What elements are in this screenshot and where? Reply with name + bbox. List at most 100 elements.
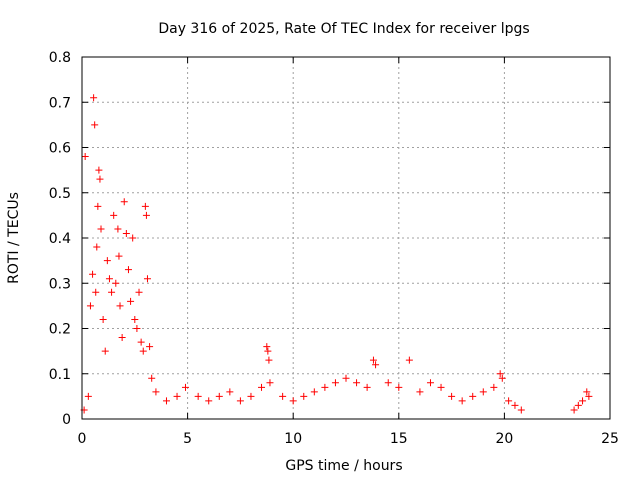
data-point (99, 315, 107, 323)
data-point (426, 379, 434, 387)
data-point (331, 379, 339, 387)
data-point (108, 288, 116, 296)
data-point (263, 343, 271, 351)
data-point (141, 202, 149, 210)
data-point (247, 392, 255, 400)
data-point (372, 361, 380, 369)
data-point (353, 379, 361, 387)
data-point (310, 388, 318, 396)
data-point (81, 153, 89, 161)
data-point (90, 94, 98, 102)
data-point (458, 397, 466, 405)
data-point (416, 388, 424, 396)
data-point (103, 257, 111, 265)
y-tick-label: 0.7 (49, 95, 71, 111)
data-point (266, 379, 274, 387)
data-point (115, 252, 123, 260)
data-point (146, 343, 154, 351)
data-point (215, 392, 223, 400)
x-tick-label: 15 (390, 431, 408, 447)
x-tick-label: 25 (601, 431, 619, 447)
data-point (583, 388, 591, 396)
data-point (258, 383, 266, 391)
data-point (384, 379, 392, 387)
data-point (91, 121, 99, 129)
data-point (194, 392, 202, 400)
data-point (479, 388, 487, 396)
data-point (300, 392, 308, 400)
data-point (511, 401, 519, 409)
data-point (101, 347, 109, 355)
data-point (143, 275, 151, 283)
data-point (205, 397, 213, 405)
data-point (265, 356, 273, 364)
data-point (105, 275, 113, 283)
y-tick-label: 0 (62, 412, 71, 428)
data-point (116, 302, 124, 310)
data-point (279, 392, 287, 400)
tick-labels: 0 5 10 15 20 25 0 0.1 0.2 0.3 0.4 0.5 0.6 0.7 0.8 (49, 50, 619, 447)
data-point (142, 211, 150, 219)
data-point (86, 302, 94, 310)
data-point (92, 288, 100, 296)
data-point (139, 347, 147, 355)
data-point (517, 406, 525, 414)
data-point (496, 370, 504, 378)
y-tick-label: 0.3 (49, 276, 71, 292)
data-point (114, 225, 122, 233)
data-point (124, 266, 132, 274)
data-point (363, 383, 371, 391)
x-tick-label: 20 (495, 431, 513, 447)
data-point (469, 392, 477, 400)
data-point (574, 401, 582, 409)
y-tick-label: 0.6 (49, 141, 71, 157)
y-tick-label: 0.5 (49, 186, 71, 202)
data-points (80, 94, 593, 414)
data-point (110, 211, 118, 219)
data-point (570, 406, 578, 414)
data-point (226, 388, 234, 396)
data-point (131, 315, 139, 323)
data-point (127, 297, 135, 305)
data-point (405, 356, 413, 364)
data-point (112, 279, 120, 287)
data-point (96, 175, 104, 183)
data-point (152, 388, 160, 396)
data-point (173, 392, 181, 400)
x-axis-label: GPS time / hours (285, 458, 402, 474)
data-point (181, 383, 189, 391)
x-tick-label: 10 (284, 431, 302, 447)
data-point (120, 198, 128, 206)
data-point (133, 325, 141, 332)
data-point (94, 202, 102, 210)
data-point (137, 338, 145, 346)
data-point (162, 397, 170, 405)
data-point (89, 270, 97, 278)
data-point (585, 392, 593, 400)
x-tick-label: 5 (183, 431, 192, 447)
data-point (97, 225, 105, 233)
data-point (95, 166, 103, 174)
y-tick-label: 0.1 (49, 367, 71, 383)
data-point (490, 383, 498, 391)
grid (82, 57, 610, 419)
data-point (93, 243, 101, 251)
data-point (148, 374, 156, 382)
y-tick-label: 0.4 (49, 231, 71, 247)
axes (81, 56, 611, 420)
data-point (395, 383, 403, 391)
data-point (236, 397, 244, 405)
data-point (498, 374, 506, 382)
data-point (289, 397, 297, 405)
data-point (505, 397, 513, 405)
y-tick-label: 0.2 (49, 322, 71, 338)
data-point (135, 288, 143, 296)
data-point (84, 392, 92, 400)
chart-title: Day 316 of 2025, Rate Of TEC Index for r… (158, 21, 529, 37)
data-point (122, 229, 130, 237)
data-point (579, 397, 587, 405)
data-point (437, 383, 445, 391)
data-point (264, 347, 272, 355)
